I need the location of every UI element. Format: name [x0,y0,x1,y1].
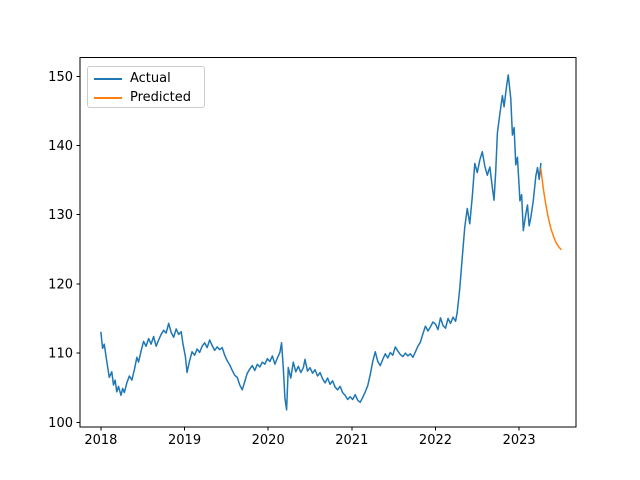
axes-frame [79,57,577,428]
series-line-predicted [540,168,562,251]
legend-entry-predicted: Predicted [94,88,198,107]
y-tick-label: 130 [48,208,73,223]
series-line-actual [100,74,542,411]
x-tick-label: 2020 [252,433,285,448]
actual-line-swatch [94,77,122,80]
y-tick-label: 140 [48,139,73,154]
x-tick-label: 2022 [419,433,452,448]
legend-label-actual: Actual [130,71,171,86]
legend: Actual Predicted [87,66,205,108]
x-tick-label: 2019 [168,433,201,448]
x-tick-label: 2023 [503,433,536,448]
predicted-line-swatch [94,96,122,99]
legend-label-predicted: Predicted [130,90,192,105]
y-tick-label: 110 [48,347,73,362]
y-tick-label: 100 [48,416,73,431]
x-tick-label: 2021 [335,433,368,448]
x-tick-label: 2018 [84,433,117,448]
y-tick-label: 150 [48,70,73,85]
legend-entry-actual: Actual [94,69,198,88]
y-tick-label: 120 [48,277,73,292]
